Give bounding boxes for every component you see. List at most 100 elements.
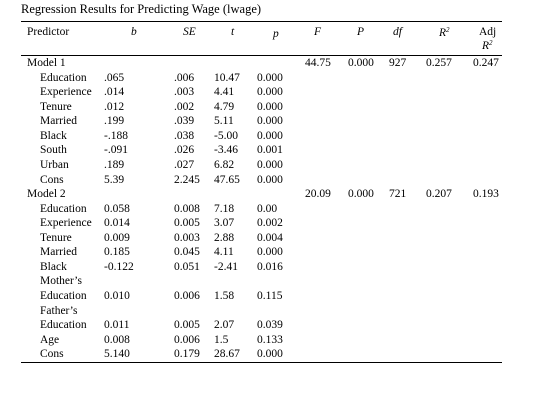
cell-b: 0.014 <box>104 217 130 230</box>
predictor-name: Tenure <box>40 231 72 244</box>
predictor-name: Age <box>40 333 60 346</box>
cell-b: .199 <box>104 115 125 128</box>
cell-t: -5.00 <box>214 129 238 142</box>
cell-t: 2.07 <box>214 319 235 332</box>
cell-t: 4.11 <box>214 246 234 259</box>
cell-b: .014 <box>104 86 125 99</box>
cell-t: 5.11 <box>214 115 234 128</box>
predictor-name: Married <box>40 115 78 128</box>
model-stat-P: 0.000 <box>348 57 374 69</box>
cell-p: 0.016 <box>257 260 283 273</box>
predictor-name: Black <box>40 129 67 142</box>
cell-t: 2.88 <box>214 231 235 244</box>
cell-t: 28.67 <box>214 348 240 361</box>
cell-p: 0.000 <box>257 86 283 99</box>
cell-t: 1.58 <box>214 290 235 303</box>
cell-se: .039 <box>174 115 195 128</box>
cell-se: .026 <box>174 144 195 157</box>
cell-se: 0.006 <box>174 333 200 346</box>
cell-p: 0.000 <box>257 348 283 361</box>
cell-t: -2.41 <box>214 260 238 273</box>
cell-t: 47.65 <box>214 173 240 186</box>
cell-t: 3.07 <box>214 217 235 230</box>
cell-se: 0.003 <box>174 231 200 244</box>
predictor-name: Father’s <box>40 304 78 317</box>
header-df: df <box>393 26 402 38</box>
predictor-name: Education <box>40 202 87 215</box>
cell-p: 0.000 <box>257 246 283 259</box>
cell-se: 0.005 <box>174 319 200 332</box>
cell-se: .027 <box>174 159 195 172</box>
predictor-name: Experience <box>40 217 92 230</box>
cell-se: 0.006 <box>174 290 200 303</box>
cell-b: -.188 <box>104 129 128 142</box>
cell-p: 0.115 <box>257 290 283 303</box>
cell-se: 0.045 <box>174 246 200 259</box>
predictor-name: Education <box>40 71 87 84</box>
cell-se: .006 <box>174 71 195 84</box>
cell-p: 0.000 <box>257 115 283 128</box>
cell-b: 0.058 <box>104 202 130 215</box>
cell-b: -0.122 <box>104 260 134 273</box>
cell-se: 0.008 <box>174 202 200 215</box>
model-stat-df: 927 <box>389 57 407 69</box>
cell-se: 0.005 <box>174 217 200 230</box>
cell-b: 0.185 <box>104 246 130 259</box>
cell-se: .003 <box>174 86 195 99</box>
header-p: p <box>273 28 279 40</box>
predictor-name: Mother’s <box>40 275 82 288</box>
header-r2: R2 <box>439 26 450 39</box>
cell-t: 7.18 <box>214 202 235 215</box>
cell-p: 0.000 <box>257 159 283 172</box>
cell-b: 5.140 <box>104 348 130 361</box>
predictor-name: Cons <box>40 348 64 361</box>
header-predictor: Predictor <box>27 26 70 38</box>
rule-header <box>21 55 502 56</box>
model-stat-df: 721 <box>389 188 407 200</box>
cell-t: 4.79 <box>214 100 235 113</box>
cell-se: 0.051 <box>174 260 200 273</box>
predictor-name: Experience <box>40 86 92 99</box>
model-label: Model 1 <box>27 57 66 69</box>
cell-p: 0.002 <box>257 217 283 230</box>
cell-se: 0.179 <box>174 348 200 361</box>
model-stat-P: 0.000 <box>348 188 374 200</box>
predictor-name: Urban <box>40 159 69 172</box>
predictor-name: Tenure <box>40 100 72 113</box>
cell-t: -3.46 <box>214 144 238 157</box>
cell-p: 0.000 <box>257 100 283 113</box>
predictor-name: Black <box>40 260 67 273</box>
cell-se: .038 <box>174 129 195 142</box>
rule-bottom <box>21 362 502 363</box>
cell-t: 4.41 <box>214 86 235 99</box>
cell-p: 0.133 <box>257 333 283 346</box>
cell-t: 10.47 <box>214 71 240 84</box>
predictor-name: Education <box>40 290 87 303</box>
header-p-model: P <box>357 26 365 38</box>
cell-b: 0.011 <box>104 319 130 332</box>
cell-p: 0.000 <box>257 173 283 186</box>
predictor-name: Education <box>40 319 87 332</box>
cell-p: 0.000 <box>257 71 283 84</box>
cell-p: 0.001 <box>257 144 283 157</box>
cell-b: .189 <box>104 159 125 172</box>
header-se: SE <box>183 26 196 38</box>
header-adj: Adj <box>479 26 497 38</box>
cell-b: 0.008 <box>104 333 130 346</box>
header-adj-r2: R2 <box>482 39 493 52</box>
cell-p: 0.039 <box>257 319 283 332</box>
predictor-name: South <box>40 144 67 157</box>
model-stat-adj_r2: 0.247 <box>473 57 499 69</box>
cell-t: 1.5 <box>214 333 229 346</box>
cell-b: -.091 <box>104 144 128 157</box>
table-title: Regression Results for Predicting Wage (… <box>21 2 262 16</box>
predictor-name: Cons <box>40 173 64 186</box>
cell-b: 5.39 <box>104 173 125 186</box>
header-f: F <box>314 26 322 38</box>
model-label: Model 2 <box>27 188 66 200</box>
model-stat-adj_r2: 0.193 <box>473 188 499 200</box>
cell-se: 2.245 <box>174 173 200 186</box>
header-t: t <box>231 26 235 38</box>
cell-p: 0.00 <box>257 202 278 215</box>
cell-b: 0.010 <box>104 290 130 303</box>
